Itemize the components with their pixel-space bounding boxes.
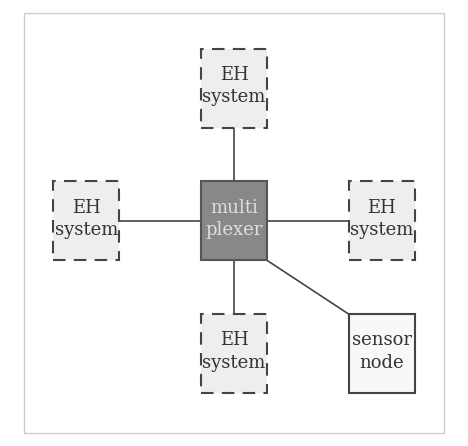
Bar [53,181,119,260]
Bar [349,314,415,393]
Text: EH
system: EH system [55,198,118,239]
Text: EH
system: EH system [202,331,266,372]
Text: multi
plexer: multi plexer [205,198,263,239]
Text: EH
system: EH system [202,66,266,106]
Text: sensor
node: sensor node [352,331,412,372]
Bar [201,49,267,128]
Text: EH
system: EH system [350,198,413,239]
Bar [201,181,267,260]
Bar [201,314,267,393]
Bar [349,181,415,260]
